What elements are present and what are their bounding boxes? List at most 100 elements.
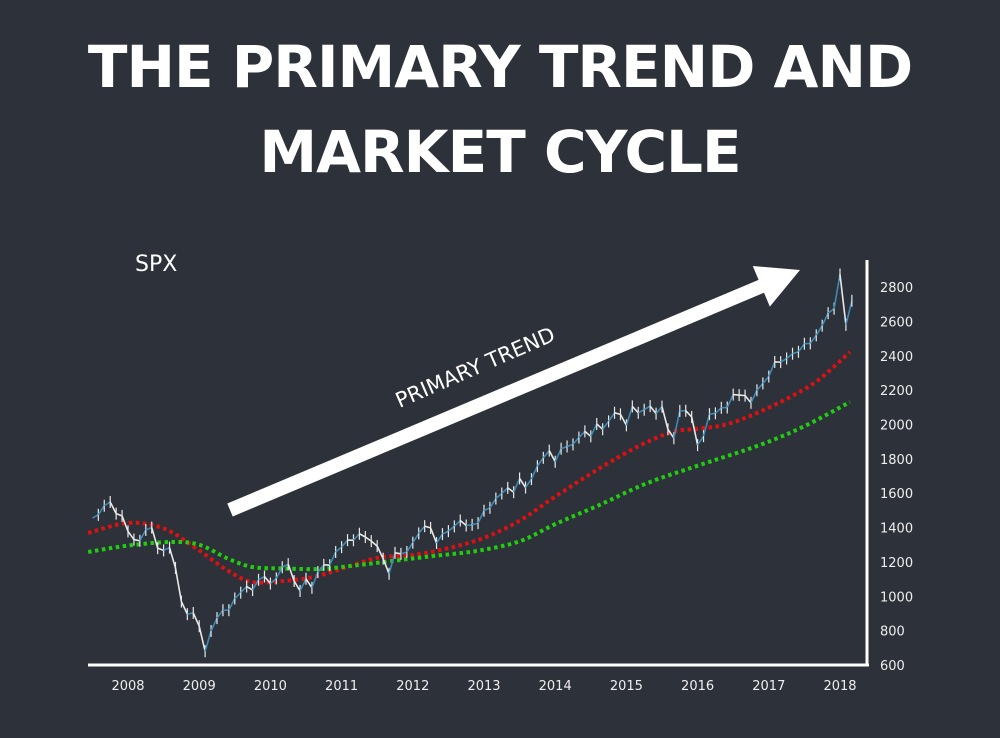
price-segment [572, 437, 580, 445]
x-tick-label: 2010 [254, 679, 287, 694]
price-segment [216, 609, 224, 619]
price-segment [459, 519, 467, 527]
price-segment [821, 312, 829, 327]
price-segment [364, 536, 372, 542]
price-segment [673, 410, 681, 439]
price-segment [756, 382, 764, 391]
price-segment [251, 579, 260, 591]
price-segment [507, 487, 515, 493]
price-segment [240, 585, 248, 594]
price-segment [234, 592, 242, 600]
price-segment [625, 406, 634, 426]
price-segment [661, 406, 669, 430]
price-segment [768, 361, 776, 377]
price-segment [554, 448, 562, 463]
price-segment [127, 530, 135, 541]
price-segment [466, 524, 473, 527]
price-segment [614, 412, 621, 416]
price-segment [596, 423, 604, 430]
price-segment [139, 529, 147, 542]
price-segment [269, 577, 277, 585]
x-tick-label: 2015 [610, 679, 643, 694]
x-tick-label: 2011 [325, 679, 358, 694]
price-segment [655, 406, 663, 415]
price-segment [335, 546, 343, 553]
price-segment [845, 300, 853, 326]
price-segment [198, 625, 206, 652]
price-segment [827, 308, 835, 314]
price-segment [145, 526, 153, 531]
price-segment [150, 527, 159, 549]
price-segment [163, 546, 170, 552]
price-segment [744, 395, 752, 404]
trend-arrow [227, 266, 801, 517]
price-segment [376, 545, 384, 559]
price-segment [685, 410, 693, 418]
price-segment [512, 478, 521, 493]
x-tick-label: 2008 [111, 679, 144, 694]
y-tick-label: 1600 [880, 487, 913, 502]
price-segment [518, 477, 527, 488]
price-segment [400, 551, 408, 555]
x-tick-label: 2013 [467, 679, 500, 694]
price-segment [739, 394, 746, 397]
price-segment [121, 515, 129, 532]
price-segment [566, 443, 574, 448]
price-segment [495, 492, 503, 500]
price-segment [602, 420, 610, 430]
price-segment [406, 542, 414, 553]
price-segment [359, 533, 366, 538]
y-tick-label: 2800 [880, 281, 913, 296]
price-segment [311, 571, 319, 589]
y-tick-label: 600 [880, 659, 905, 674]
price-segment [293, 580, 301, 592]
price-segment [815, 325, 823, 336]
price-segment [619, 413, 628, 426]
price-segment [483, 507, 491, 512]
price-segment [643, 405, 651, 411]
y-tick-label: 800 [880, 625, 905, 640]
price-segment [246, 585, 254, 591]
price-segment [103, 501, 111, 507]
price-segment [833, 274, 841, 309]
price-segment [435, 533, 444, 544]
price-segment [501, 487, 509, 495]
y-tick-label: 2600 [880, 315, 913, 330]
price-segment [489, 498, 497, 509]
price-segment [133, 538, 141, 542]
price-segment [92, 514, 99, 519]
price-segment [471, 522, 479, 526]
price-segment [382, 558, 390, 575]
price-segment [477, 510, 485, 524]
price-segment [329, 551, 337, 566]
price-segment [709, 412, 716, 415]
price-segment [839, 274, 847, 325]
price-segment [637, 408, 645, 414]
price-segment [340, 539, 349, 548]
price-segment [797, 343, 806, 353]
price-segment [667, 428, 675, 439]
price-segment [780, 357, 788, 363]
title-line-2: MARKET CYCLE [259, 118, 741, 186]
x-tick-label: 2009 [183, 679, 216, 694]
y-tick-label: 1800 [880, 453, 913, 468]
price-segment [607, 412, 616, 422]
price-segment [317, 564, 325, 573]
price-segment [524, 478, 533, 488]
price-segment [370, 540, 378, 547]
price-segment [453, 519, 461, 527]
price-segment [696, 435, 705, 446]
price-segment [204, 630, 212, 652]
price-segment [275, 566, 283, 579]
price-segment [258, 575, 265, 581]
price-segment [792, 351, 799, 355]
price-segment [418, 525, 426, 534]
price-segment [97, 505, 105, 516]
title-line-1: THE PRIMARY TREND AND [87, 33, 913, 101]
x-tick-label: 2012 [396, 679, 429, 694]
price-segment [631, 405, 639, 414]
price-segment [690, 416, 699, 446]
x-tick-label: 2014 [539, 679, 572, 694]
price-segment [584, 430, 592, 437]
price-segment [299, 578, 307, 592]
